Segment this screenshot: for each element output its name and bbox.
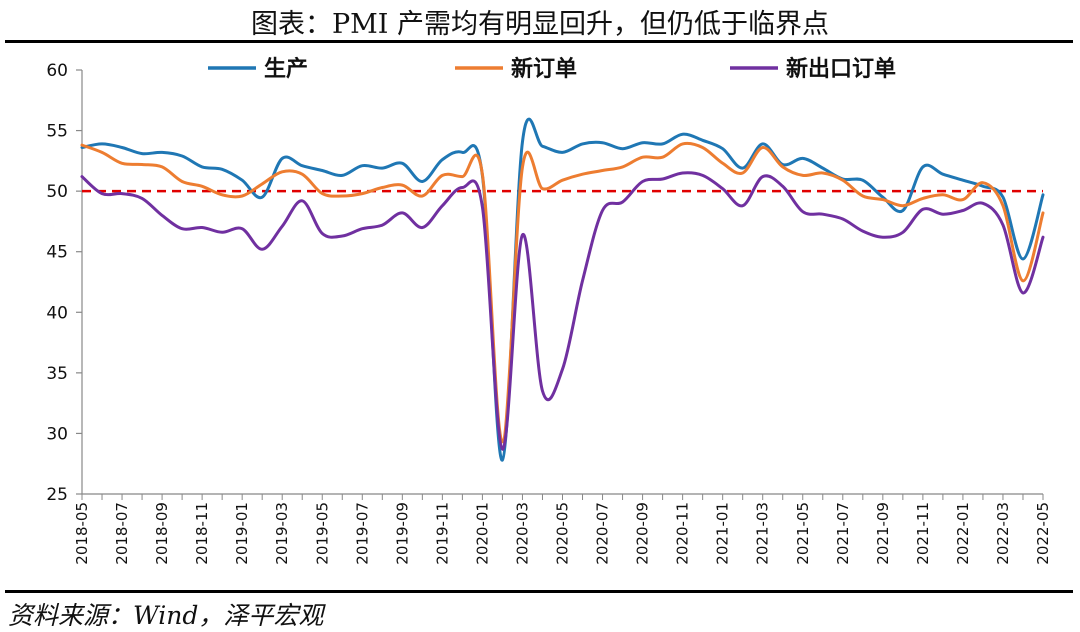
y-axis: 25 30 35 40 45 50 55 60 <box>46 61 83 505</box>
x-tick-label: 2021-03 <box>754 502 772 565</box>
series-line-new-export-orders <box>80 171 1045 451</box>
x-tick-label: 2020-03 <box>513 502 531 565</box>
y-tick-label: 55 <box>46 122 68 142</box>
y-tick-label: 30 <box>46 424 68 444</box>
x-tick-label: 2019-07 <box>353 502 371 565</box>
x-axis: 2018-05 2018-07 2018-09 2018-11 2019-01 2019-… <box>73 493 1052 565</box>
x-tick-label: 2022-01 <box>954 502 972 565</box>
x-tick-label: 2019-11 <box>433 502 451 565</box>
y-tick-label: 35 <box>46 364 68 384</box>
x-tick-label: 2020-01 <box>473 502 491 565</box>
x-tick-label: 2021-09 <box>874 502 892 565</box>
x-tick-label: 2020-09 <box>634 502 652 565</box>
legend: 生产 新订单 新出口订单 <box>208 56 896 82</box>
series-line-production <box>80 117 1045 462</box>
series-line-new-orders <box>80 141 1045 444</box>
x-tick-label: 2018-07 <box>113 502 131 565</box>
legend-label: 新出口订单 <box>786 56 896 82</box>
y-tick-label: 60 <box>46 61 68 81</box>
y-tick-label: 50 <box>46 182 68 202</box>
x-tick-label: 2019-09 <box>393 502 411 565</box>
x-tick-label: 2021-01 <box>714 502 732 565</box>
x-tick-label: 2021-11 <box>914 502 932 565</box>
x-tick-label: 2019-03 <box>273 502 291 565</box>
y-tick-label: 25 <box>46 485 68 505</box>
footer-rule <box>5 590 1073 593</box>
x-tick-label: 2018-09 <box>153 502 171 565</box>
x-tick-label: 2021-07 <box>834 502 852 565</box>
x-tick-label: 2020-11 <box>674 502 692 565</box>
x-tick-label: 2020-05 <box>554 502 572 565</box>
legend-label: 生产 <box>264 57 308 82</box>
series-lines <box>80 117 1045 462</box>
x-tick-label: 2018-11 <box>193 502 211 565</box>
x-tick-label: 2022-03 <box>994 502 1012 565</box>
x-tick-label: 2021-05 <box>794 502 812 565</box>
x-tick-label: 2020-07 <box>594 502 612 565</box>
y-tick-label: 45 <box>46 243 68 263</box>
y-tick-label: 40 <box>46 303 68 323</box>
x-tick-label: 2019-05 <box>313 502 331 565</box>
title-underline <box>5 40 1073 43</box>
x-tick-label: 2018-05 <box>73 502 91 565</box>
source-note: 资料来源：Wind，泽平宏观 <box>8 601 324 630</box>
x-tick-label: 2022-05 <box>1034 502 1052 565</box>
chart-title: 图表：PMI 产需均有明显回升，但仍低于临界点 <box>250 9 830 40</box>
legend-label: 新订单 <box>511 56 577 82</box>
x-tick-label: 2019-01 <box>233 502 251 565</box>
